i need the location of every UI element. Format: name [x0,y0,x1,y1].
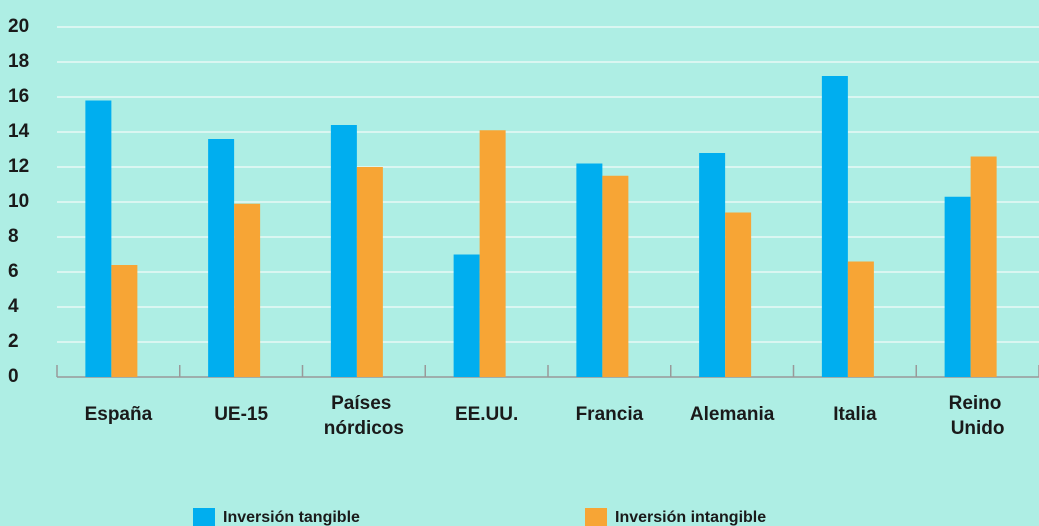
bar [821,76,848,377]
x-tick-label: Países nórdicos [324,393,404,439]
y-tick-label: 10 [8,191,29,212]
y-tick-label: 16 [8,86,29,107]
legend-label: Inversión tangible [223,509,360,526]
x-tick-label: Francia [576,404,644,425]
bar [725,212,752,377]
x-tick-label: Alemania [690,404,775,425]
bar [699,153,726,377]
bar [602,175,629,377]
bar [330,125,357,377]
y-tick-label: 0 [8,366,19,387]
legend-swatch [193,508,215,526]
bar [85,100,112,377]
bar [944,196,971,377]
x-tick-label: España [85,404,153,425]
y-tick-label: 8 [8,226,19,247]
y-tick-label: 14 [8,121,30,142]
bar [208,139,235,377]
bar [234,203,261,377]
legend-swatch [585,508,607,526]
x-tick-label: Italia [833,404,877,425]
x-tick-label: Reino Unido [949,393,1007,439]
bar [847,261,874,377]
y-tick-label: 20 [8,16,29,37]
y-tick-label: 18 [8,51,29,72]
legend-label: Inversión intangible [615,509,766,526]
bar [576,163,603,377]
bar [356,167,383,377]
y-tick-label: 2 [8,331,19,352]
x-tick-label: EE.UU. [455,404,518,425]
bar [970,156,997,377]
y-tick-label: 6 [8,261,19,282]
x-tick-label: UE-15 [214,404,268,425]
y-tick-label: 12 [8,156,29,177]
y-tick-label: 4 [8,296,19,317]
bar [479,130,506,377]
bar [453,254,480,377]
bar [111,265,138,377]
